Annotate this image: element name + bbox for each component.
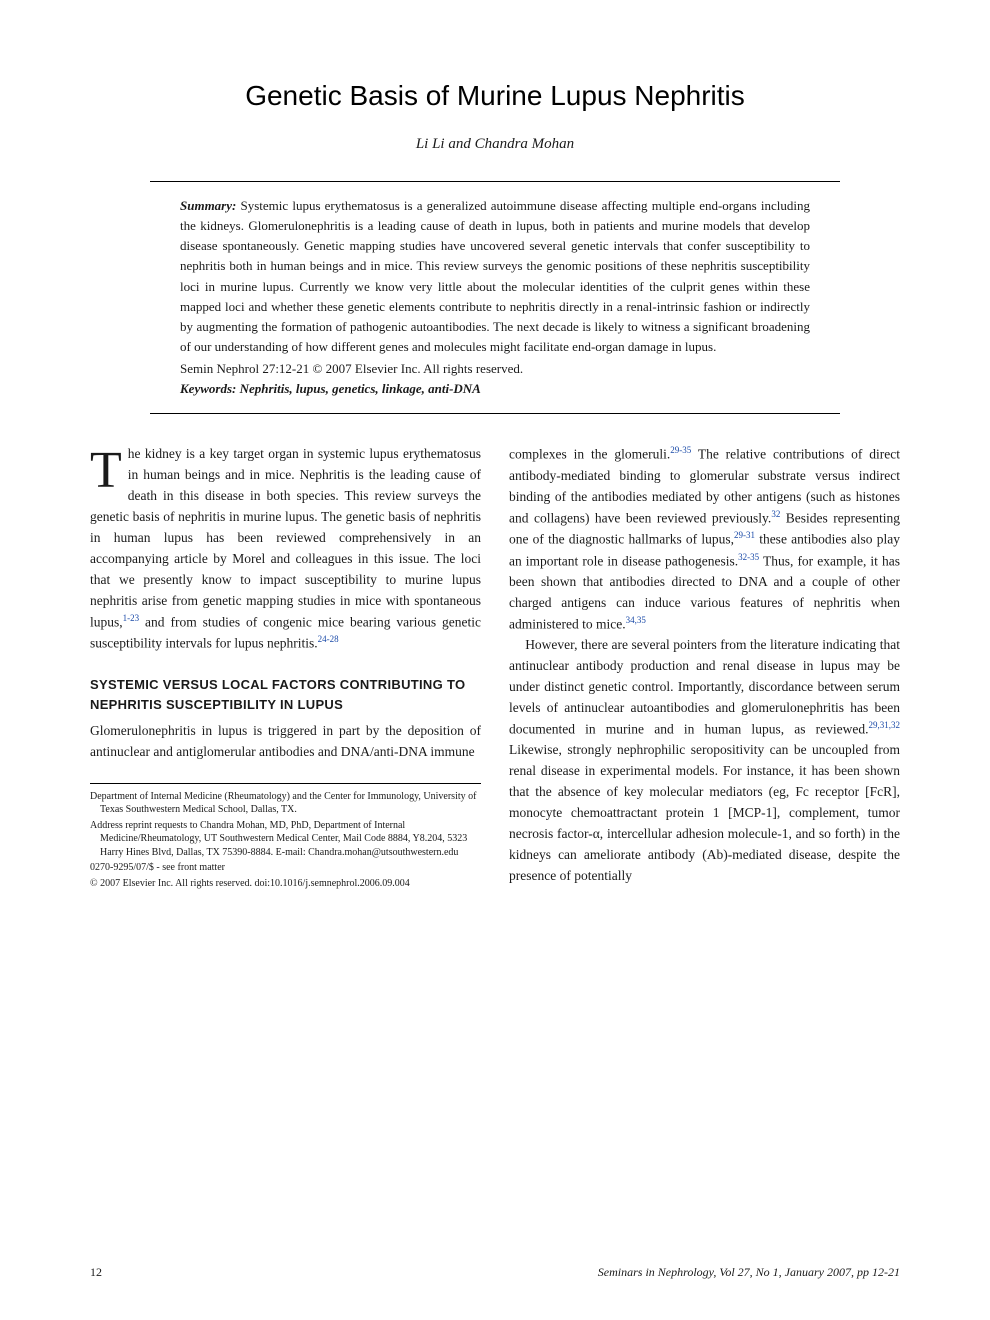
citation-ref[interactable]: 32 <box>771 509 780 519</box>
footnote-issn: 0270-9295/07/$ - see front matter <box>90 861 481 875</box>
intro-paragraph: The kidney is a key target organ in syst… <box>90 444 481 654</box>
citation-ref[interactable]: 32-35 <box>738 552 759 562</box>
section-heading: SYSTEMIC VERSUS LOCAL FACTORS CONTRIBUTI… <box>90 675 481 715</box>
citation-ref[interactable]: 34,35 <box>626 615 646 625</box>
footnotes-block: Department of Internal Medicine (Rheumat… <box>90 783 481 891</box>
article-body: The kidney is a key target organ in syst… <box>90 444 900 890</box>
p3-text-a: However, there are several pointers from… <box>509 637 900 736</box>
footnote-address: Address reprint requests to Chandra Moha… <box>90 819 481 860</box>
keywords-label: Keywords: <box>180 381 236 396</box>
abstract-keywords: Keywords: Nephritis, lupus, genetics, li… <box>180 379 810 399</box>
p2-text-a: Glomerulonephritis in lupus is triggered… <box>90 723 481 759</box>
summary-label: Summary: <box>180 198 236 213</box>
page-footer: 12 Seminars in Nephrology, Vol 27, No 1,… <box>90 1265 900 1280</box>
footnote-dept: Department of Internal Medicine (Rheumat… <box>90 790 481 817</box>
p1-text-a: The kidney is a key target organ in syst… <box>90 446 481 629</box>
abstract-copyright: Semin Nephrol 27:12-21 © 2007 Elsevier I… <box>180 359 810 379</box>
article-title: Genetic Basis of Murine Lupus Nephritis <box>90 80 900 112</box>
section-paragraph-1a: Glomerulonephritis in lupus is triggered… <box>90 721 481 763</box>
page-number: 12 <box>90 1265 102 1280</box>
citation-ref[interactable]: 29-35 <box>670 445 691 455</box>
keywords-text: Nephritis, lupus, genetics, linkage, ant… <box>236 381 481 396</box>
citation-ref[interactable]: 29-31 <box>734 530 755 540</box>
citation-ref[interactable]: 29,31,32 <box>869 720 901 730</box>
journal-citation: Seminars in Nephrology, Vol 27, No 1, Ja… <box>598 1265 900 1280</box>
p1-text-b: and from studies of congenic mice bearin… <box>90 614 481 650</box>
summary-text: Systemic lupus erythematosus is a genera… <box>180 198 810 354</box>
abstract-summary: Summary: Systemic lupus erythematosus is… <box>180 196 810 357</box>
p3-text-b: Likewise, strongly nephrophilic seroposi… <box>509 742 900 883</box>
article-authors: Li Li and Chandra Mohan <box>90 136 900 153</box>
footnote-copyright: © 2007 Elsevier Inc. All rights reserved… <box>90 877 481 891</box>
citation-ref[interactable]: 24-28 <box>318 634 339 644</box>
citation-ref[interactable]: 1-23 <box>123 613 140 623</box>
p2-text-b: complexes in the glomeruli. <box>509 447 670 462</box>
section-paragraph-2: However, there are several pointers from… <box>509 635 900 887</box>
abstract-box: Summary: Systemic lupus erythematosus is… <box>150 181 840 414</box>
section-paragraph-1b: complexes in the glomeruli.29-35 The rel… <box>509 444 900 635</box>
